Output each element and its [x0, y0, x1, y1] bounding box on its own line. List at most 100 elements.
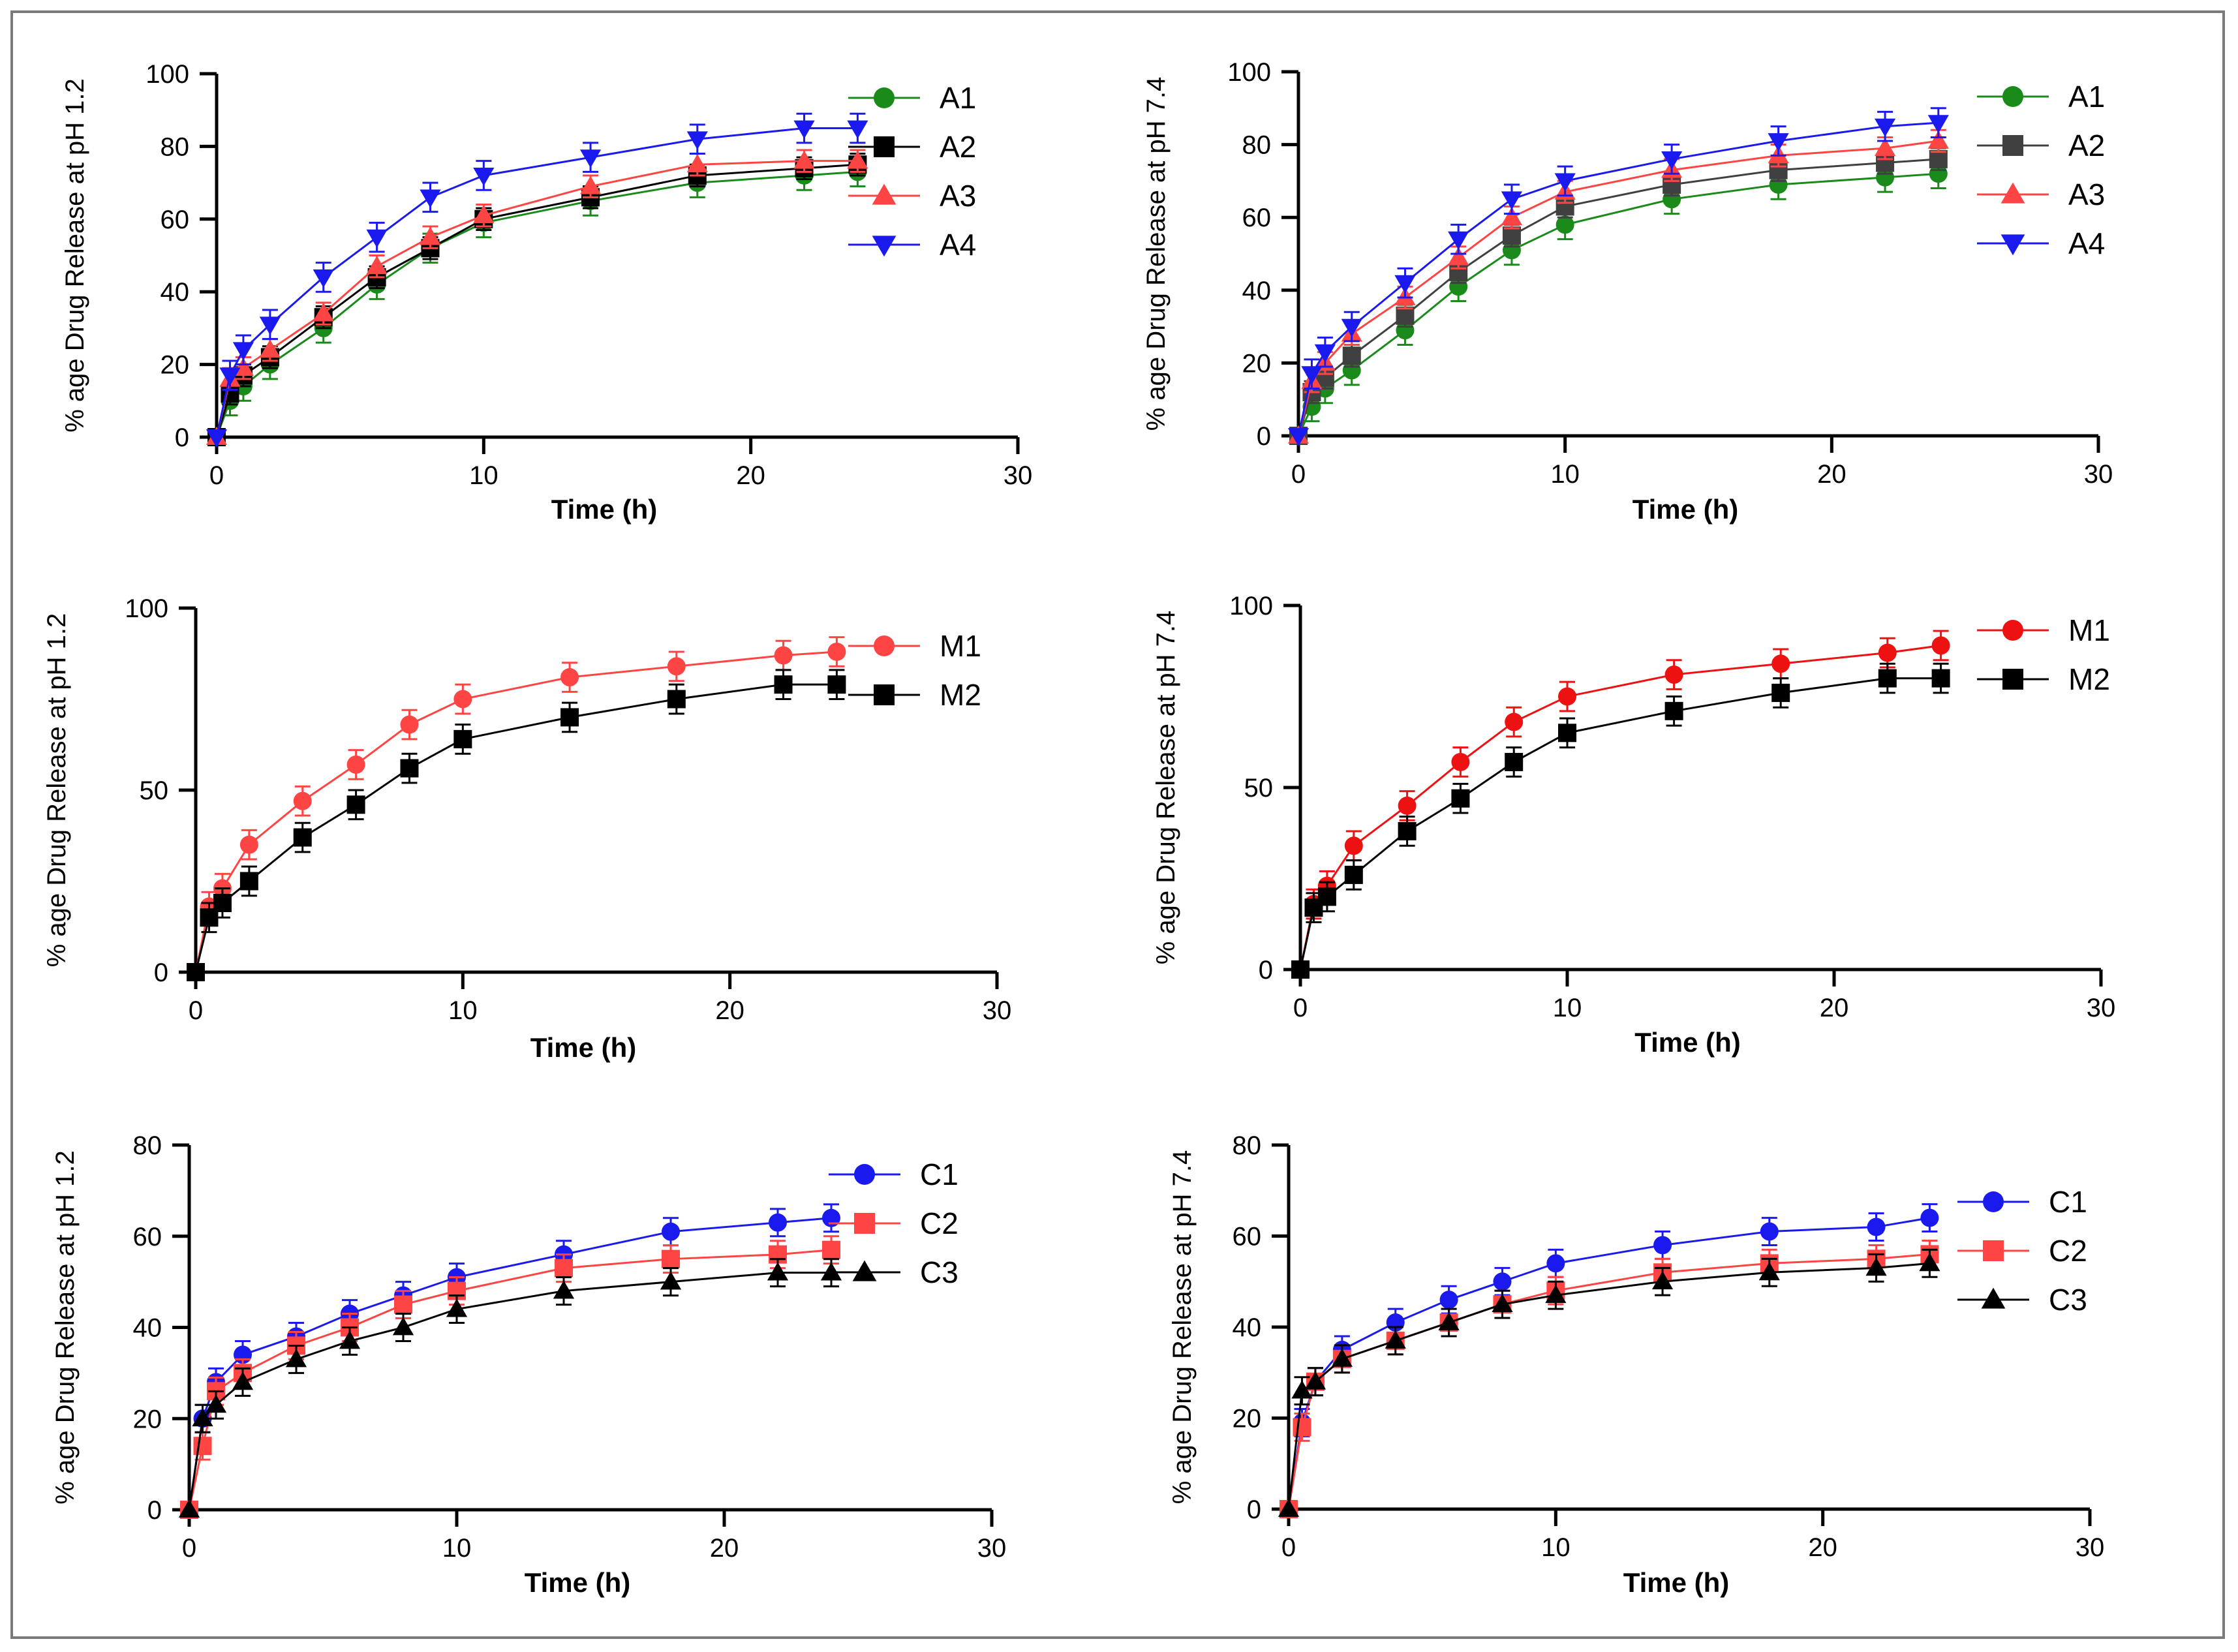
series-line-M2 [1299, 677, 1941, 970]
x-axis-title: Time (h) [1634, 1027, 1741, 1058]
legend-label-C1: C1 [2049, 1185, 2087, 1219]
data-point-C2 [193, 1437, 212, 1456]
data-point-C3 [1291, 1380, 1313, 1399]
data-point-M1 [453, 690, 472, 709]
data-point-C3 [1385, 1330, 1406, 1349]
y-tick-label: 50 [140, 776, 169, 805]
y-tick-label: 0 [175, 423, 189, 452]
series-line-C3 [188, 1272, 831, 1510]
data-point-C1 [769, 1213, 787, 1232]
data-point-A4 [793, 120, 815, 139]
series-line-M1 [194, 650, 837, 973]
chart-panel-2: 0 20 40 60 80 100 0 10 20 30 Time (h) % age Drug Re… [1142, 58, 2113, 525]
data-point-A4 [259, 316, 281, 335]
x-tick-label: 20 [1808, 1533, 1837, 1562]
figure-frame [10, 10, 2225, 1639]
series-A1 [1289, 158, 1948, 445]
data-point-C1 [1439, 1291, 1458, 1309]
series-M2 [1291, 662, 1950, 979]
x-tick-label: 10 [1541, 1533, 1571, 1562]
data-point-A3 [1501, 207, 1523, 226]
x-tick-label: 0 [209, 461, 224, 490]
legend: A1 A2 A3 A4 [1977, 80, 2105, 260]
data-point-C2 [662, 1249, 680, 1268]
data-point-A2 [1502, 226, 1521, 245]
y-axis-title: % age Drug Release at pH 7.4 [1152, 611, 1180, 965]
data-point-A3 [1927, 130, 1949, 149]
series-line-A3 [215, 160, 858, 438]
y-tick-label: 0 [1247, 1495, 1261, 1524]
legend-label-A4: A4 [2068, 226, 2105, 260]
data-point-C3 [1438, 1311, 1460, 1330]
x-tick-label: 30 [977, 1534, 1007, 1563]
y-tick-label: 40 [133, 1314, 162, 1343]
legend-marker-M2 [2002, 669, 2023, 690]
data-point-A4 [206, 429, 228, 448]
data-point-A3 [313, 303, 334, 322]
data-point-A4 [1554, 173, 1576, 192]
data-point-C3 [1304, 1371, 1326, 1390]
data-point-C3 [1492, 1294, 1513, 1313]
y-tick-label: 80 [1233, 1131, 1262, 1160]
y-tick-label: 20 [1233, 1405, 1262, 1433]
data-point-C1 [662, 1222, 680, 1241]
y-tick-label: 80 [1242, 131, 1272, 160]
data-point-A4 [686, 131, 708, 150]
x-tick-label: 20 [710, 1534, 739, 1563]
legend-marker-M2 [874, 684, 895, 705]
data-point-A4 [1341, 318, 1362, 337]
data-point-A4 [1501, 191, 1523, 210]
data-point-A4 [1768, 133, 1789, 152]
y-tick-label: 40 [1233, 1313, 1262, 1342]
legend: A1 A2 A3 A4 [848, 81, 976, 262]
data-point-C3 [192, 1408, 213, 1427]
legend-label-C1: C1 [920, 1157, 958, 1191]
data-point-M2 [187, 963, 205, 981]
data-point-A4 [1874, 118, 1896, 137]
data-point-A3 [1874, 138, 1896, 157]
x-tick-label: 20 [1820, 994, 1849, 1022]
legend-marker-A4 [2000, 234, 2025, 256]
data-point-M1 [293, 791, 312, 810]
data-point-C1 [1653, 1236, 1672, 1255]
legend-marker-C3 [1981, 1287, 2006, 1309]
legend-label-A2: A2 [2068, 129, 2105, 162]
y-tick-label: 20 [161, 351, 190, 380]
series-line-C3 [1287, 1262, 1930, 1510]
data-point-C1 [1920, 1208, 1939, 1227]
data-point-M2 [1505, 752, 1524, 771]
data-point-C3 [205, 1394, 227, 1413]
series-A4 [1287, 107, 1949, 447]
x-tick-label: 10 [442, 1534, 472, 1563]
legend-label-M2: M2 [2068, 662, 2110, 696]
series-line-C2 [1287, 1253, 1930, 1510]
legend-label-A4: A4 [940, 228, 976, 262]
series-line-A1 [215, 170, 858, 438]
legend-label-A3: A3 [940, 179, 976, 213]
legend-marker-A1 [874, 87, 895, 108]
data-point-M1 [1771, 654, 1790, 673]
data-point-M2 [239, 872, 258, 891]
legend-marker-A2 [2002, 135, 2023, 156]
series-line-A3 [1297, 140, 1939, 436]
data-point-M2 [400, 759, 419, 778]
data-point-C2 [394, 1295, 412, 1314]
data-point-M1 [560, 668, 579, 687]
series-line-C2 [188, 1249, 832, 1510]
data-point-A4 [1394, 275, 1416, 294]
data-point-M1 [400, 715, 419, 734]
series-C2 [1280, 1239, 1939, 1518]
legend-marker-C2 [854, 1213, 875, 1234]
data-point-M1 [1398, 796, 1417, 815]
y-tick-label: 100 [1227, 58, 1271, 87]
data-point-A1 [1556, 215, 1574, 234]
data-point-M2 [346, 795, 365, 814]
x-tick-label: 0 [189, 996, 203, 1025]
data-point-M1 [1505, 712, 1524, 731]
series-C1 [1280, 1203, 1939, 1518]
series-C3 [1278, 1248, 1940, 1517]
y-tick-label: 80 [133, 1131, 162, 1160]
y-axis-title: % age Drug Release at pH 1.2 [61, 78, 89, 433]
